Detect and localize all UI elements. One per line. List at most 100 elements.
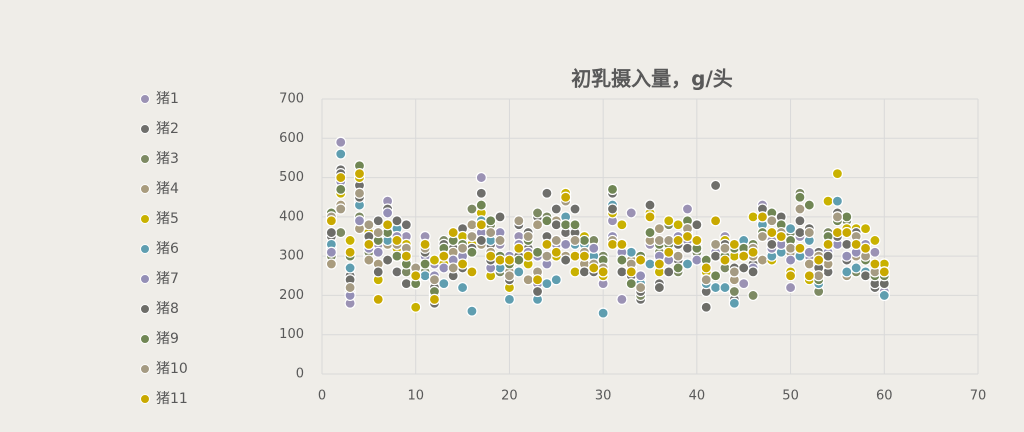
point	[794, 203, 806, 215]
point	[531, 274, 544, 286]
point	[644, 211, 656, 223]
point	[653, 281, 665, 294]
point	[616, 219, 628, 231]
point	[428, 254, 441, 266]
point	[672, 250, 684, 262]
point	[841, 226, 853, 239]
point	[447, 226, 459, 239]
point	[822, 238, 834, 250]
y-tick-label: 200	[279, 288, 304, 303]
x-tick-label: 70	[970, 389, 987, 404]
point	[353, 168, 366, 180]
point	[503, 270, 516, 282]
point	[335, 136, 347, 148]
point	[822, 250, 834, 262]
point	[531, 285, 544, 298]
point	[588, 242, 600, 254]
legend-marker	[140, 94, 150, 104]
point	[841, 211, 853, 223]
point	[382, 207, 394, 219]
point	[513, 254, 525, 266]
point	[672, 219, 684, 231]
point	[419, 270, 431, 282]
point	[803, 199, 815, 211]
point	[681, 242, 694, 254]
point	[372, 293, 384, 305]
point	[560, 238, 572, 250]
legend-label: 猪5	[156, 211, 179, 227]
point	[541, 187, 553, 199]
point	[372, 215, 384, 227]
point	[569, 219, 581, 231]
point	[756, 254, 769, 266]
legend-marker	[140, 274, 150, 284]
point	[372, 226, 384, 239]
point	[560, 254, 572, 266]
point	[578, 234, 591, 247]
point	[513, 215, 525, 227]
legend-marker	[140, 124, 150, 134]
point	[784, 254, 797, 266]
point	[466, 305, 478, 317]
point	[709, 281, 722, 294]
legend-label: 猪9	[156, 331, 179, 347]
point	[419, 238, 431, 250]
point	[456, 281, 469, 294]
point	[766, 226, 778, 239]
y-tick-label: 100	[279, 327, 304, 342]
point	[803, 258, 815, 270]
point	[663, 246, 675, 258]
point	[616, 293, 628, 305]
legend-label: 猪10	[156, 361, 188, 377]
point	[625, 278, 637, 290]
x-tick-label: 20	[501, 389, 518, 404]
point	[606, 203, 619, 215]
x-tick-label: 40	[689, 389, 706, 404]
point	[700, 274, 712, 286]
point	[672, 262, 684, 274]
legend-marker	[140, 154, 150, 164]
point	[550, 203, 562, 215]
point	[728, 297, 740, 309]
point	[503, 293, 516, 305]
point	[410, 301, 422, 313]
x-tick-label: 60	[876, 389, 893, 404]
point	[382, 219, 394, 231]
point	[475, 171, 487, 184]
point	[372, 266, 384, 278]
x-tick-label: 0	[318, 389, 326, 404]
legend-label: 猪11	[156, 391, 188, 407]
point	[653, 258, 665, 270]
point	[747, 211, 759, 223]
point	[653, 234, 665, 247]
point	[400, 278, 412, 290]
legend-label: 猪7	[156, 271, 179, 287]
legend-marker	[140, 334, 150, 344]
point	[756, 211, 769, 223]
point	[822, 195, 834, 207]
legend-marker	[140, 394, 150, 404]
point	[869, 234, 881, 247]
point	[560, 191, 572, 203]
point	[466, 230, 478, 243]
point	[541, 215, 553, 227]
point	[700, 262, 712, 274]
point	[644, 226, 656, 239]
point	[784, 223, 797, 235]
point	[335, 148, 347, 160]
point	[466, 219, 478, 231]
y-tick-label: 500	[279, 170, 304, 185]
point	[803, 270, 815, 282]
point	[794, 242, 806, 254]
point	[428, 293, 441, 305]
point	[541, 238, 553, 250]
legend-label: 猪3	[156, 151, 179, 167]
point	[494, 234, 506, 247]
point	[438, 278, 450, 290]
point	[466, 266, 478, 278]
point	[663, 266, 675, 278]
point	[616, 254, 628, 266]
point	[456, 258, 469, 270]
point	[400, 250, 412, 262]
